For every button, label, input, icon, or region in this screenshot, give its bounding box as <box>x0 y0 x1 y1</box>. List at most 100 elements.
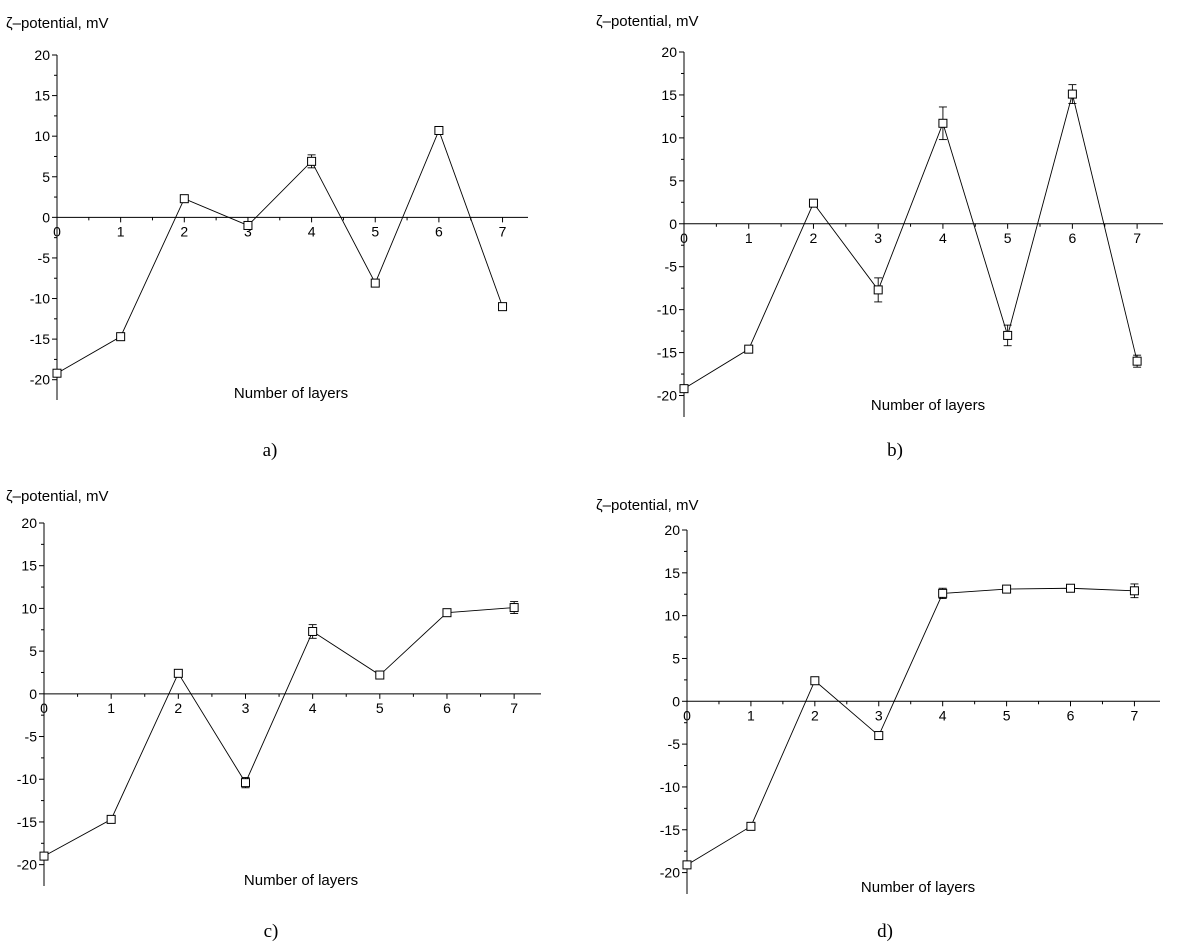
chart-c-x-tick-label: 7 <box>510 700 518 716</box>
chart-b-x-tick-label: 7 <box>1133 230 1141 246</box>
chart-b-x-tick-label: 3 <box>874 230 882 246</box>
chart-a-x-tick-label: 4 <box>308 223 316 239</box>
chart-d-y-tick-label: -5 <box>668 736 681 752</box>
chart-b-y-tick-label: 10 <box>661 130 677 146</box>
chart-d-data-point <box>1002 584 1012 594</box>
chart-a-data-point <box>307 156 317 166</box>
chart-a-x-tick-label: 7 <box>499 223 507 239</box>
chart-d-x-tick-label: 4 <box>939 707 947 723</box>
chart-d-y-tick-label: -20 <box>660 865 680 881</box>
chart-d-x-tick-label: 6 <box>1067 707 1075 723</box>
chart-a-x-tick-label: 3 <box>244 223 252 239</box>
chart-b-data-point <box>1132 356 1142 366</box>
chart-b-data-point <box>808 198 818 208</box>
chart-c-data-point <box>442 608 452 618</box>
chart-b-x-tick-label: 6 <box>1068 230 1076 246</box>
chart-b-data-point <box>1003 330 1013 340</box>
chart-b-y-tick-label: 15 <box>661 87 677 103</box>
chart-a-data-point <box>179 194 189 204</box>
chart-d-y-tick-label: 0 <box>672 693 680 709</box>
chart-c-data-point <box>308 626 318 636</box>
chart-b-data-point <box>744 344 754 354</box>
chart-c-y-tick-label: 15 <box>21 558 37 574</box>
chart-a-y-tick-label: -15 <box>30 331 50 347</box>
chart-c-series-line <box>43 607 515 857</box>
chart-b-x-tick-label: 0 <box>680 230 688 246</box>
chart-b-y-tick-label: 20 <box>661 44 677 60</box>
chart-d-x-tick-label: 0 <box>683 707 691 723</box>
chart-a-x-tick-label: 5 <box>371 223 379 239</box>
chart-b-x-tick-label: 4 <box>939 230 947 246</box>
chart-panel-d: -20 -15 -10 -5 0 5 10 15 20 0 1 2 3 4 5 6 7 ζ–potential, … <box>590 473 1180 946</box>
chart-b-x-tick-label: 2 <box>810 230 818 246</box>
chart-a-y-tick-label: -5 <box>38 250 51 266</box>
chart-b-y-axis-label: ζ–potential, mV <box>596 13 699 30</box>
chart-a-caption: a) <box>263 440 278 461</box>
chart-b-data-point <box>938 118 948 128</box>
chart-c-data-point <box>106 814 116 824</box>
chart-c-y-tick-label: -5 <box>25 729 38 745</box>
chart-c-x-tick-label: 1 <box>107 700 115 716</box>
chart-d-data-point <box>746 821 756 831</box>
chart-d-y-tick-label: 10 <box>664 608 680 624</box>
chart-a-data-point <box>116 332 126 342</box>
chart-d-x-tick-label: 5 <box>1003 707 1011 723</box>
chart-d-y-tick-label: 15 <box>664 565 680 581</box>
chart-c-data-point <box>240 778 250 788</box>
chart-c-data-point <box>173 668 183 678</box>
chart-b-x-tick-label: 5 <box>1004 230 1012 246</box>
chart-d-caption: d) <box>877 921 893 942</box>
chart-b-y-tick-label: -15 <box>657 345 677 361</box>
chart-a-data-point <box>243 220 253 230</box>
chart-panel-c: -20 -15 -10 -5 0 5 10 15 20 0 1 2 3 4 5 6 7 ζ–potential, … <box>0 473 590 946</box>
chart-c-y-axis-label: ζ–potential, mV <box>6 488 109 505</box>
chart-b-x-tick-label: 1 <box>745 230 753 246</box>
chart-b-caption: b) <box>887 440 903 461</box>
chart-c-data-point <box>39 851 49 861</box>
chart-b-y-tick-label: -5 <box>665 259 678 275</box>
chart-a-y-tick-label: 10 <box>34 128 50 144</box>
chart-a-y-tick-label: -10 <box>30 291 50 307</box>
chart-a-y-tick-label: 5 <box>42 169 50 185</box>
chart-d-data-point <box>810 676 820 686</box>
chart-c-y-tick-label: -15 <box>17 814 37 830</box>
chart-d-y-tick-label: 5 <box>672 650 680 666</box>
chart-d-x-axis-label: Number of layers <box>861 879 975 896</box>
chart-panel-a: -20 -15 -10 -5 0 5 10 15 20 0 1 2 3 4 5 6 7 ζ–potential, … <box>0 0 590 473</box>
chart-d-y-tick-label: -10 <box>660 779 680 795</box>
chart-b-y-tick-label: 5 <box>669 173 677 189</box>
chart-c-y-tick-label: 0 <box>29 686 37 702</box>
chart-d-x-tick-label: 1 <box>747 707 755 723</box>
chart-a-y-axis-label: ζ–potential, mV <box>6 15 109 32</box>
chart-c-x-tick-label: 5 <box>376 700 384 716</box>
chart-d-y-axis-label: ζ–potential, mV <box>596 497 699 514</box>
chart-d-x-tick-label: 3 <box>875 707 883 723</box>
chart-b-data-point <box>1067 89 1077 99</box>
chart-b-y-tick-label: 0 <box>669 216 677 232</box>
chart-c-x-tick-label: 4 <box>309 700 317 716</box>
chart-a-x-tick-label: 0 <box>53 223 61 239</box>
chart-c-x-tick-label: 3 <box>242 700 250 716</box>
chart-a-y-tick-label: -20 <box>30 372 50 388</box>
chart-a-x-tick-label: 2 <box>180 223 188 239</box>
chart-d-series-line <box>686 587 1135 866</box>
chart-c-caption: c) <box>264 921 279 942</box>
chart-c-y-tick-label: 5 <box>29 643 37 659</box>
chart-d-data-point <box>874 731 884 741</box>
chart-d-x-tick-label: 7 <box>1131 707 1139 723</box>
chart-d-data-point <box>682 860 692 870</box>
chart-a-x-tick-label: 1 <box>117 223 125 239</box>
chart-a-data-point <box>52 368 62 378</box>
chart-a-data-point <box>498 302 508 312</box>
chart-c-x-tick-label: 6 <box>443 700 451 716</box>
chart-b-y-tick-label: -10 <box>657 302 677 318</box>
chart-a-series-line <box>56 129 503 374</box>
chart-d-x-tick-label: 2 <box>811 707 819 723</box>
chart-c-data-point <box>375 670 385 680</box>
chart-d-y-tick-label: -15 <box>660 822 680 838</box>
chart-a-data-point <box>434 125 444 135</box>
chart-b-data-point <box>873 285 883 295</box>
chart-c-y-tick-label: -20 <box>17 857 37 873</box>
chart-c-x-tick-label: 0 <box>40 700 48 716</box>
